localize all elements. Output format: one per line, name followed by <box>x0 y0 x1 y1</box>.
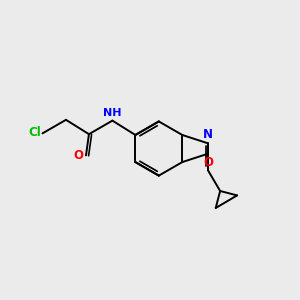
Text: O: O <box>74 149 84 162</box>
Text: Cl: Cl <box>28 126 41 139</box>
Text: N: N <box>203 128 213 141</box>
Text: NH: NH <box>103 108 122 118</box>
Text: O: O <box>203 156 213 169</box>
